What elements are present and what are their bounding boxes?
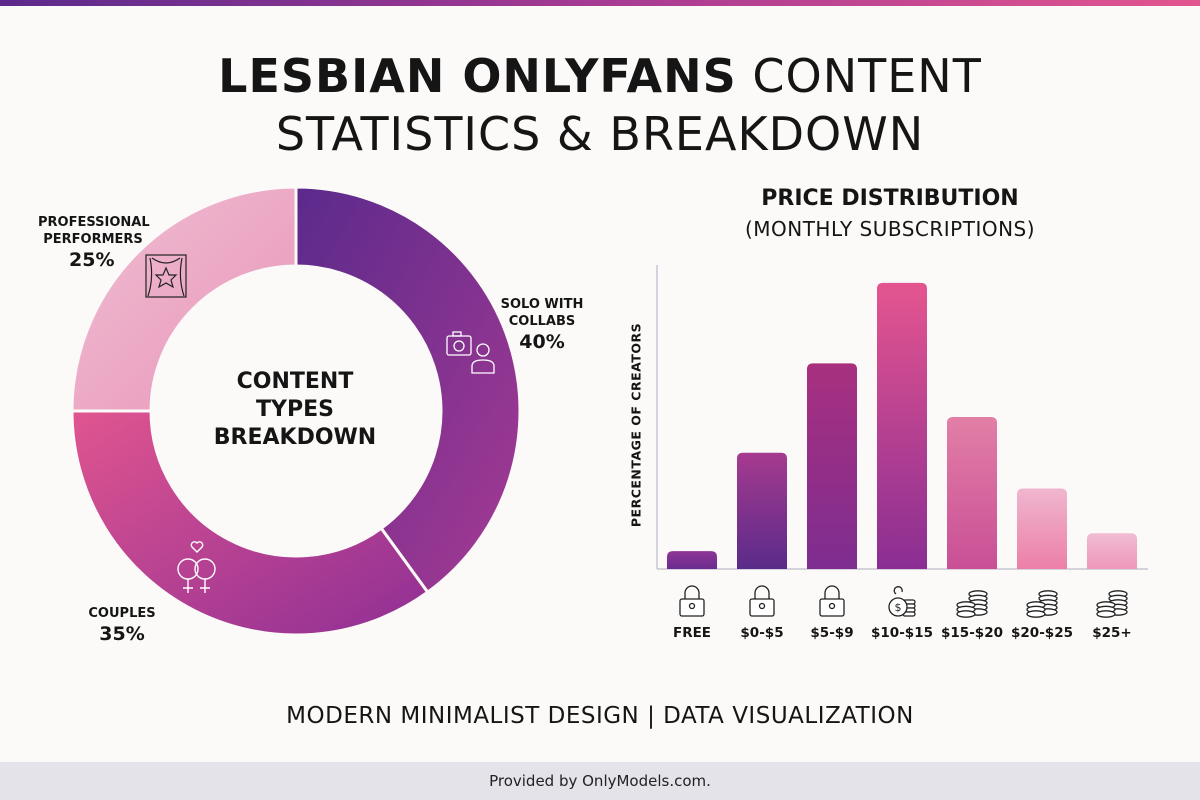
x-tick-label: $5-$9 <box>810 625 853 641</box>
title-bold: LESBIAN ONLYFANS <box>218 49 737 103</box>
bar-$0-$5 <box>737 452 787 569</box>
slice-label-solo: SOLO WITH COLLABS 40% <box>492 296 592 354</box>
money-bag-coins-icon: $ <box>888 586 916 617</box>
page-title-line2: STATISTICS & BREAKDOWN <box>275 107 925 161</box>
lock-icon <box>679 585 705 617</box>
slice-percent: 40% <box>519 331 565 353</box>
coin-stacks-icon <box>956 590 988 618</box>
y-axis-label: PERCENTAGE OF CREATORS <box>628 322 644 528</box>
footer-credit: Provided by OnlyModels.com. <box>0 762 1200 800</box>
bar-FREE <box>667 551 717 569</box>
bar-$15-$20 <box>947 417 997 569</box>
slice-label-couples: COUPLES 35% <box>72 605 172 646</box>
bar-$10-$15 <box>877 282 927 569</box>
slice-label-text: PROFESSIONAL PERFORMERS <box>38 215 150 247</box>
slice-label-text: SOLO WITH COLLABS <box>500 297 584 329</box>
x-tick-label: $15-$20 <box>941 625 1003 641</box>
bar-$5-$9 <box>807 363 857 569</box>
bar-chart-subtitle: (MONTHLY SUBSCRIPTIONS) <box>744 217 1036 241</box>
coin-stacks-icon <box>1026 590 1058 618</box>
x-tick-label: $20-$25 <box>1011 625 1073 641</box>
slice-percent: 25% <box>69 249 115 271</box>
bar-chart-title: PRICE DISTRIBUTION <box>761 186 1019 211</box>
donut-slice-couples <box>70 409 430 637</box>
slice-label-text: COUPLES <box>88 606 156 621</box>
female-couple-heart-icon <box>177 541 216 593</box>
svg-text:$: $ <box>895 601 902 614</box>
donut-slice-professional-performers <box>70 185 298 413</box>
x-tick-label: FREE <box>673 625 711 641</box>
x-tick-label: $0-$5 <box>740 625 783 641</box>
lock-icon <box>749 585 775 617</box>
x-tick-label: $10-$15 <box>871 625 933 641</box>
bar-$20-$25 <box>1017 488 1067 569</box>
top-accent-bar <box>0 0 1200 6</box>
x-tick-label: $25+ <box>1092 625 1132 641</box>
slice-percent: 35% <box>99 623 145 645</box>
donut-center-title: CONTENT TYPES BREAKDOWN <box>213 369 377 450</box>
page-title-line1: LESBIAN ONLYFANS CONTENT <box>0 48 1200 104</box>
bar-$25+ <box>1087 533 1137 569</box>
slice-label-professional: PROFESSIONAL PERFORMERS 25% <box>25 214 161 272</box>
donut-slice-solo-with-collabs <box>294 185 522 595</box>
camera-person-icon <box>446 331 495 374</box>
lock-icon <box>819 585 845 617</box>
title-regular: CONTENT <box>752 49 982 103</box>
stage-star-icon <box>145 254 187 298</box>
coin-stacks-icon <box>1096 590 1128 618</box>
tagline: MODERN MINIMALIST DESIGN | DATA VISUALIZ… <box>286 703 914 729</box>
